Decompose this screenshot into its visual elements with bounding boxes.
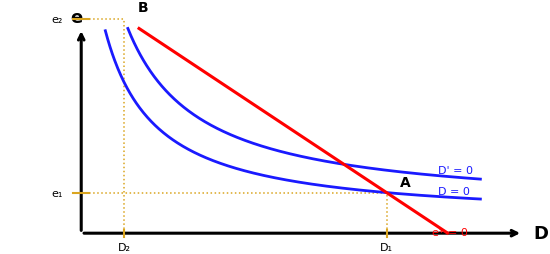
Text: D₂: D₂	[118, 242, 130, 252]
Text: e: e	[70, 9, 82, 27]
Text: e₁: e₁	[51, 188, 63, 198]
Text: e* = 0: e* = 0	[432, 228, 469, 237]
Text: D: D	[534, 224, 548, 242]
Text: D₁: D₁	[380, 242, 393, 252]
Text: B: B	[138, 1, 148, 15]
Text: A: A	[400, 176, 411, 189]
Text: D = 0: D = 0	[438, 186, 470, 196]
Text: D' = 0: D' = 0	[438, 165, 473, 175]
Text: e₂: e₂	[51, 14, 63, 24]
